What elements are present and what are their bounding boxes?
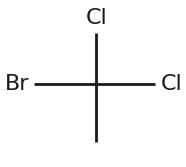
Text: Cl: Cl: [160, 73, 182, 94]
Text: Cl: Cl: [86, 8, 107, 28]
Text: Br: Br: [5, 73, 29, 94]
